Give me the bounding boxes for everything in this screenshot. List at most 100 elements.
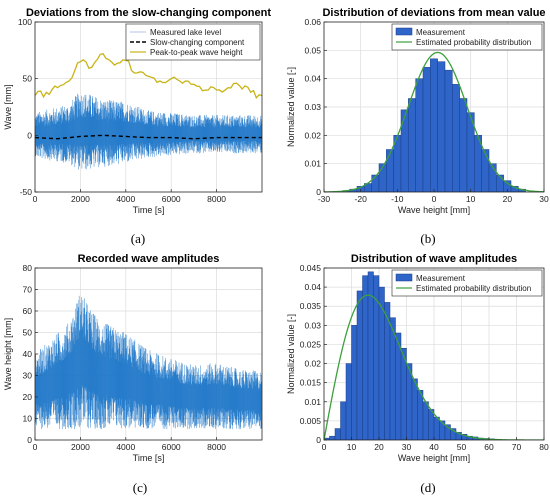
histogram-bar [422,401,429,440]
chart-title: Distribution of deviations from mean val… [322,7,545,19]
chart-title: Distribution of wave amplitudes [351,253,517,265]
legend-label: Measurement [416,274,466,283]
y-axis-label: Normalized value [-] [286,314,296,394]
panel-label: (b) [420,231,435,246]
chart-panel-2: -30 -20 -10 0 10 20 30 0 0.01 0.02 0.03 0.04 0.05 0.0… [286,7,549,215]
y-tick-label: 0.04 [304,74,321,84]
plot-area [324,51,544,192]
y-tick-label: 10 [23,414,33,424]
x-tick-label: 6000 [162,442,181,452]
x-tick-label: 70 [512,442,522,452]
y-tick-label: 0.02 [304,359,321,369]
x-tick-label: 30 [402,442,412,452]
x-tick-label: 2000 [71,194,90,204]
y-tick-label: 0 [27,130,32,140]
x-tick-label: -10 [391,194,404,204]
histogram-bar [329,435,336,440]
y-tick-label: 50 [23,74,33,84]
x-tick-label: 2000 [71,442,90,452]
y-tick-label: 60 [23,306,33,316]
y-tick-label: -50 [20,187,33,197]
y-axis-label: Normalized value [-] [286,67,296,147]
x-tick-label: 8000 [207,194,226,204]
chart-title: Recorded wave amplitudes [78,253,220,265]
chart-title: Deviations from the slow-changing compon… [26,7,271,19]
y-tick-label: 0.03 [304,320,321,330]
y-axis-label: Wave [mm] [3,84,13,129]
histogram-bar [444,69,453,192]
panel-label: (a) [131,231,145,246]
panel-label: (c) [133,480,147,495]
x-tick-label: 50 [457,442,467,452]
histogram-bar [430,58,438,192]
y-tick-label: 0 [27,435,32,445]
y-tick-label: 0.01 [304,159,321,169]
histogram-bar [408,98,416,192]
legend-swatch-histogram [395,27,413,36]
histogram-bar [437,61,446,192]
x-tick-label: 20 [503,194,513,204]
y-tick-label: 80 [23,263,33,273]
y-tick-label: 100 [18,17,32,27]
legend-label: Estimated probability distribution [416,38,531,47]
histogram-bar [411,378,418,440]
x-tick-label: 4000 [116,194,135,204]
histogram-bar [433,416,440,440]
legend-label: Estimated probability distribution [416,284,531,293]
x-tick-label: 80 [539,442,549,452]
series-signal-1 [35,295,262,430]
histogram-bar [452,84,460,192]
y-tick-label: 50 [23,328,33,338]
distribution-curve [324,51,544,192]
x-axis-label: Wave height [mm] [398,205,470,215]
histogram-bar [428,409,435,440]
legend-box [391,23,543,51]
y-tick-label: 30 [23,371,33,381]
legend-swatch-histogram [395,273,413,282]
x-tick-label: 10 [347,442,357,452]
y-tick-label: 0.045 [300,263,322,273]
x-tick-label: 0 [33,194,38,204]
x-tick-label: -30 [318,194,331,204]
y-axis-label: Wave height [mm] [3,318,13,390]
y-tick-label: 0.05 [304,45,321,55]
x-tick-label: 4000 [116,442,135,452]
histogram-bar [415,78,424,192]
chart-panel-4: 0 10 20 30 40 50 60 70 80 0 0.005 0.01 0.015 0.02 0.02… [286,253,549,463]
histogram-bar [496,174,504,192]
histogram-bar [356,290,363,440]
y-tick-label: 0.02 [304,130,321,140]
histogram-bar [386,149,394,192]
histogram-bar [362,275,369,440]
x-tick-label: 60 [484,442,494,452]
x-tick-label: 6000 [162,194,181,204]
legend-box [125,23,261,61]
x-axis-label: Time [s] [133,205,165,215]
legend-label: Slow-changing component [150,38,245,47]
plot-area [324,271,544,440]
histogram-bar [371,174,380,192]
plot-area [35,53,262,170]
histogram-bar [417,390,424,440]
histogram-bar [481,149,490,192]
y-tick-label: 0 [316,187,321,197]
chart-panel-3: 0 2000 4000 6000 8000 0 10 20 30 40 50 60 70 80 Record… [3,253,263,463]
y-tick-label: 0 [316,435,321,445]
legend-label: Peak-to-peak wave height [150,48,243,57]
legend-box [391,269,543,297]
y-tick-label: 0.035 [300,301,322,311]
x-axis-label: Wave height [mm] [398,453,470,463]
axes-frame [34,21,263,193]
y-tick-label: 40 [23,349,33,359]
y-tick-label: 70 [23,285,33,295]
y-tick-label: 0.025 [300,339,322,349]
x-tick-label: 20 [374,442,384,452]
x-tick-label: 30 [539,194,549,204]
y-tick-label: 0.03 [304,102,321,112]
histogram-bar [351,325,358,440]
